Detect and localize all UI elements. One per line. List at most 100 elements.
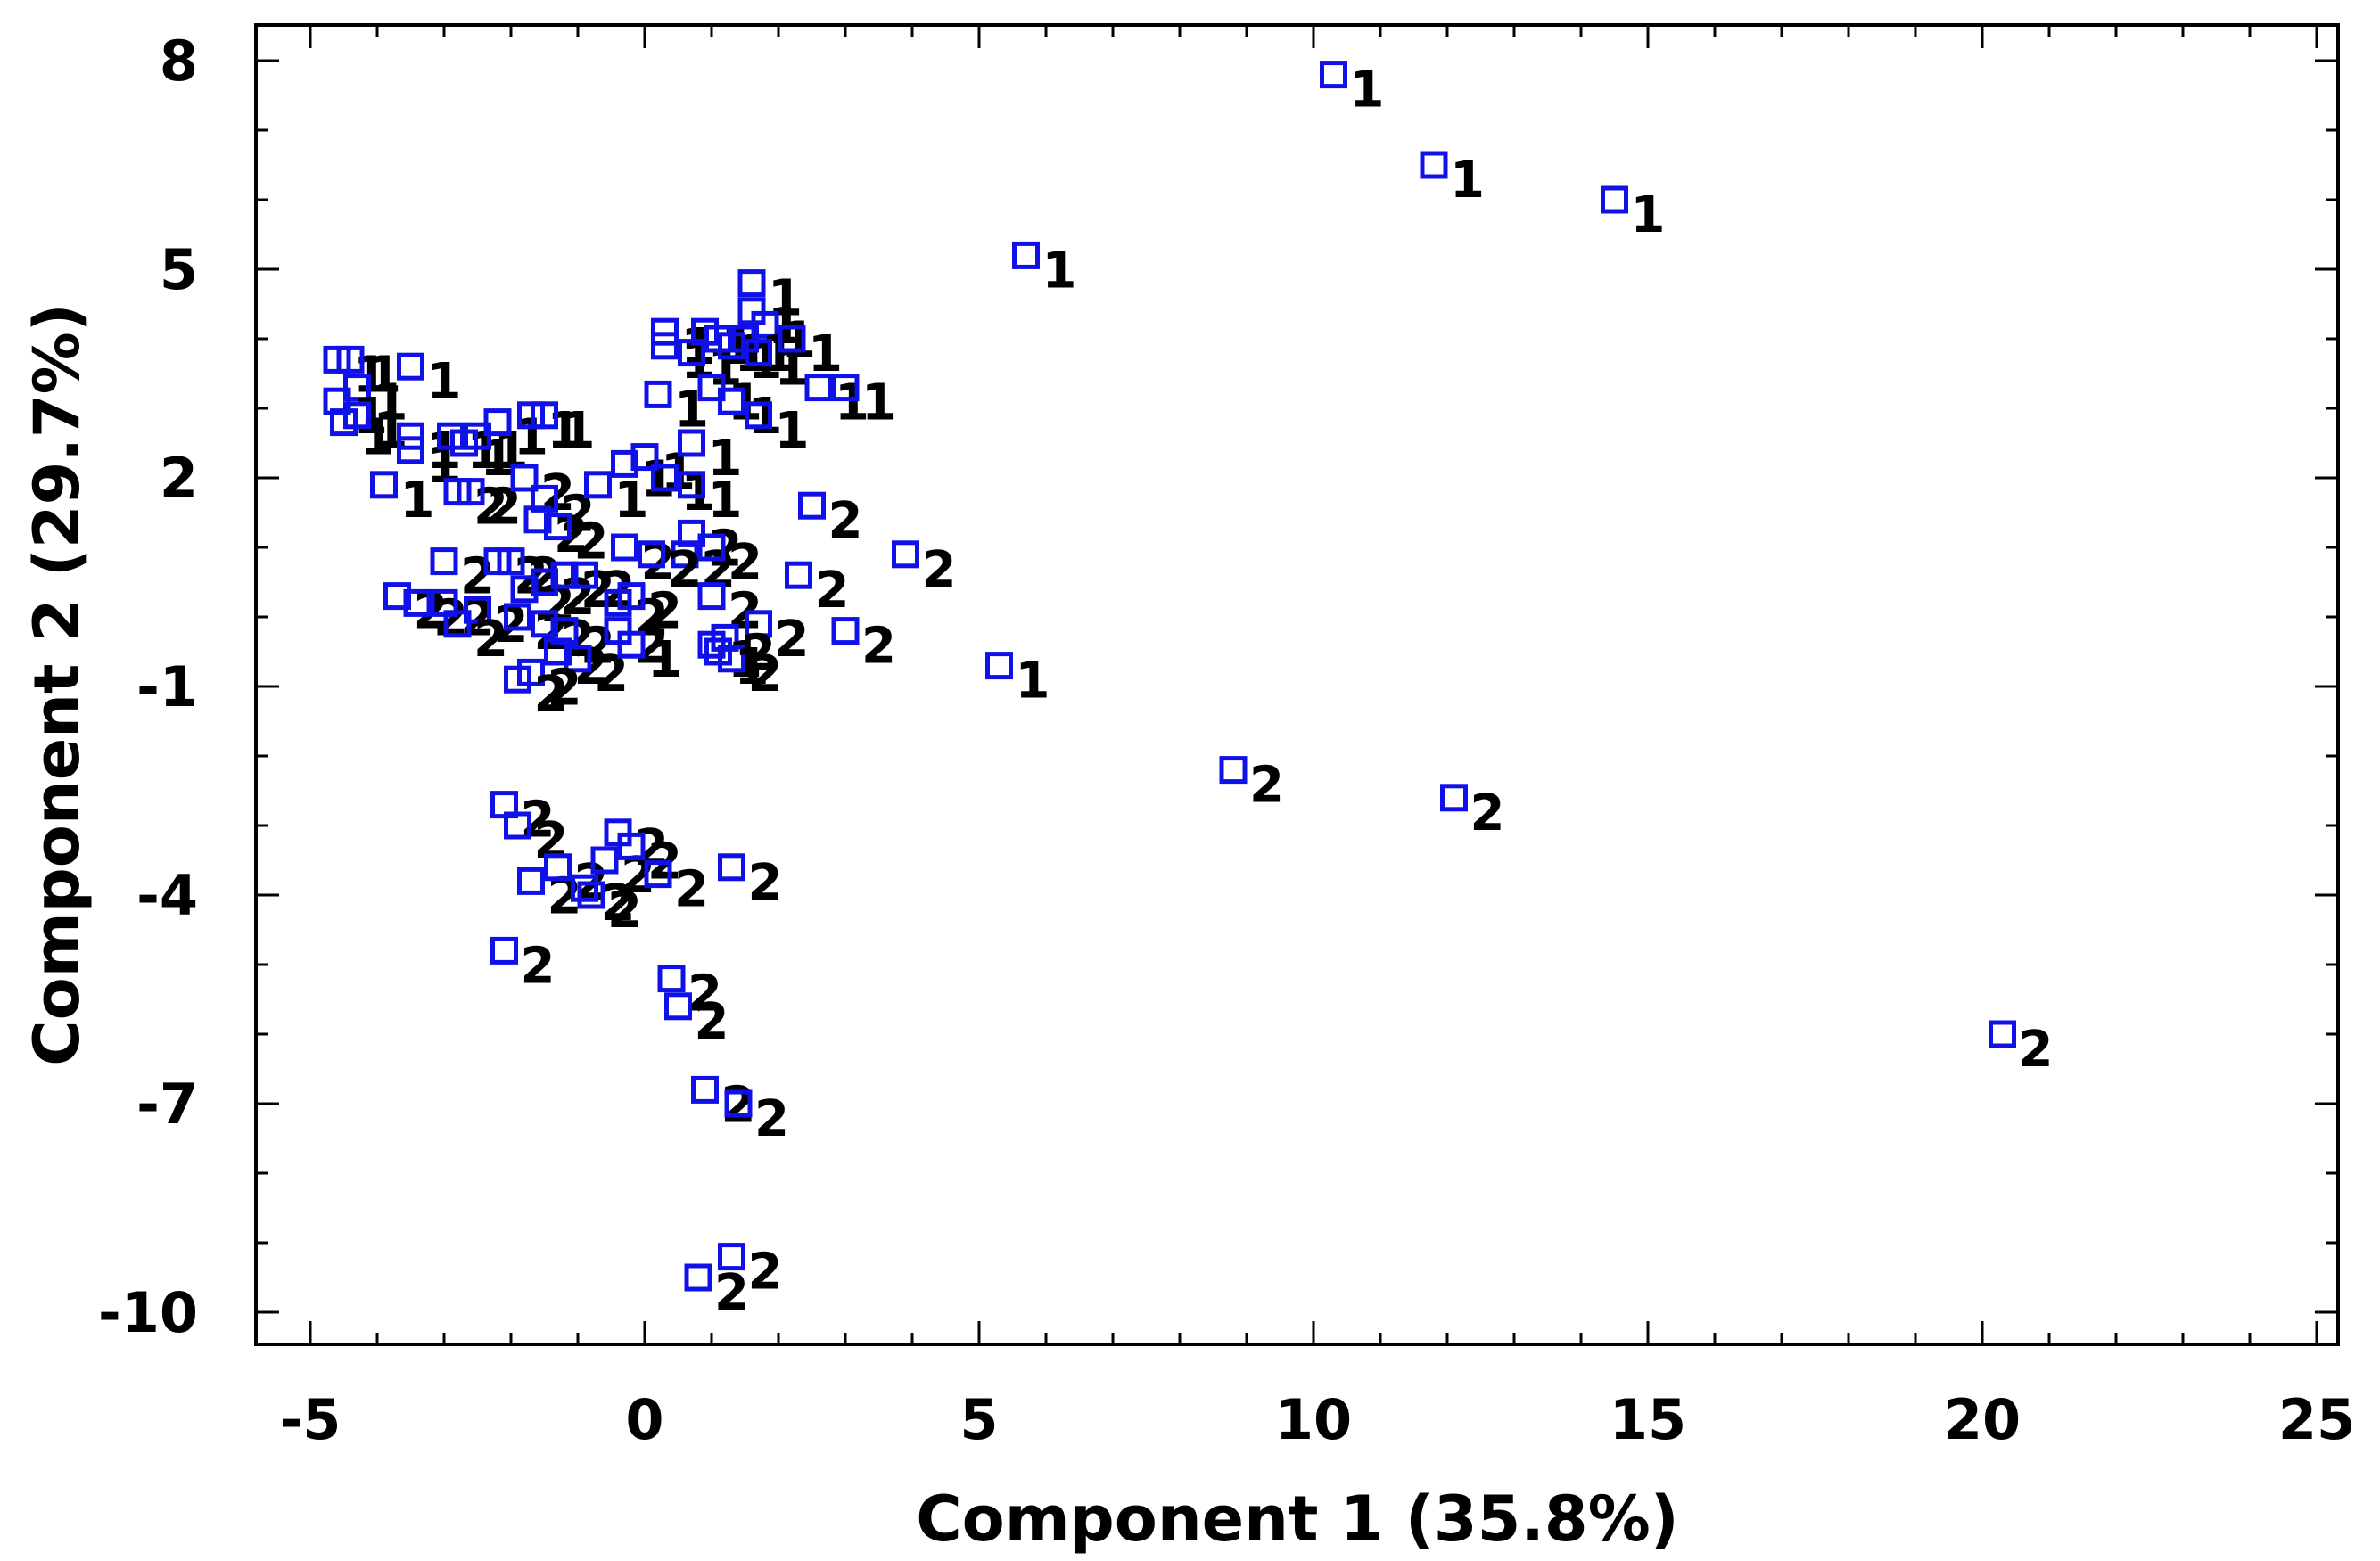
point-label: 2 bbox=[634, 618, 669, 676]
data-point: 2 bbox=[724, 1089, 789, 1148]
point-marker bbox=[778, 325, 806, 353]
point-marker bbox=[651, 332, 679, 360]
point-marker bbox=[571, 561, 598, 589]
data-point: 1 bbox=[985, 652, 1050, 711]
data-point: 1 bbox=[831, 374, 896, 432]
point-marker bbox=[457, 478, 485, 506]
axis-ticks bbox=[256, 25, 2338, 1344]
point-label: 2 bbox=[714, 1264, 749, 1322]
point-label: 1 bbox=[548, 402, 582, 460]
point-marker bbox=[343, 374, 371, 402]
point-marker bbox=[611, 533, 638, 562]
data-point: 2 bbox=[1989, 1020, 2053, 1079]
point-marker bbox=[1012, 241, 1040, 269]
point-marker bbox=[831, 617, 860, 645]
point-marker bbox=[1440, 784, 1468, 812]
point-marker bbox=[397, 436, 424, 464]
data-point: 2 bbox=[691, 1075, 755, 1134]
point-marker bbox=[531, 568, 558, 596]
data-point: 1 bbox=[678, 471, 743, 530]
point-label: 2 bbox=[828, 492, 863, 550]
y-tick-label: 8 bbox=[160, 29, 198, 94]
point-marker bbox=[564, 645, 592, 673]
data-point: 2 bbox=[604, 617, 669, 676]
point-label: 1 bbox=[1016, 653, 1050, 711]
data-point: 2 bbox=[785, 561, 850, 620]
point-label: 2 bbox=[634, 819, 669, 877]
data-point: 2 bbox=[1440, 784, 1504, 842]
point-label: 1 bbox=[366, 346, 401, 404]
point-label: 1 bbox=[374, 402, 408, 460]
data-point: 1 bbox=[704, 637, 769, 696]
data-point: 2 bbox=[644, 860, 709, 919]
point-label: 1 bbox=[1042, 242, 1077, 300]
y-tick-label: 5 bbox=[160, 237, 198, 302]
point-label: 1 bbox=[708, 472, 743, 530]
data-point: 1 bbox=[737, 269, 803, 328]
data-point: 2 bbox=[403, 588, 468, 647]
point-marker bbox=[370, 471, 398, 499]
data-point: 1 bbox=[617, 630, 682, 689]
point-marker bbox=[831, 374, 860, 402]
point-marker bbox=[671, 540, 699, 569]
point-marker bbox=[724, 1089, 753, 1118]
point-label: 1 bbox=[647, 631, 682, 689]
point-marker bbox=[664, 992, 692, 1021]
point-marker bbox=[697, 630, 726, 659]
data-point: 2 bbox=[718, 1243, 782, 1302]
point-marker bbox=[745, 610, 772, 638]
point-marker bbox=[684, 1263, 712, 1292]
point-label: 2 bbox=[548, 659, 582, 717]
point-marker bbox=[644, 380, 672, 408]
point-label: 1 bbox=[1631, 186, 1666, 244]
x-axis-title: Component 1 (35.8%) bbox=[916, 1483, 1678, 1556]
point-marker bbox=[697, 533, 726, 562]
point-label: 2 bbox=[754, 1090, 789, 1148]
data-point: 2 bbox=[504, 665, 568, 724]
point-label: 1 bbox=[861, 374, 896, 432]
data-point: 1 bbox=[1601, 185, 1666, 244]
point-marker bbox=[403, 588, 432, 617]
y-tick-label: -7 bbox=[136, 1072, 198, 1137]
data-point: 1 bbox=[718, 387, 782, 446]
point-marker bbox=[510, 464, 539, 492]
point-marker bbox=[651, 317, 679, 346]
data-point: 2 bbox=[604, 588, 669, 647]
point-label: 2 bbox=[474, 611, 508, 669]
point-label: 1 bbox=[427, 353, 462, 411]
point-marker bbox=[397, 422, 424, 450]
point-label: 2 bbox=[601, 875, 636, 932]
data-point: 1 bbox=[1320, 61, 1384, 119]
point-marker bbox=[651, 464, 679, 492]
point-label: 2 bbox=[815, 562, 850, 620]
data-point: 2 bbox=[490, 791, 555, 850]
point-marker bbox=[590, 846, 619, 875]
data-point: 2 bbox=[430, 547, 495, 606]
point-marker bbox=[1219, 756, 1248, 785]
point-marker bbox=[785, 561, 812, 589]
point-label: 2 bbox=[748, 854, 783, 912]
data-point: 2 bbox=[617, 582, 682, 641]
point-label: 1 bbox=[674, 381, 709, 439]
point-marker bbox=[697, 374, 726, 402]
x-tick-label: 20 bbox=[1944, 1387, 2021, 1452]
point-marker bbox=[490, 936, 518, 965]
point-marker bbox=[550, 561, 579, 589]
point-marker bbox=[1420, 151, 1448, 179]
point-label: 1 bbox=[1450, 152, 1485, 210]
x-tick-label: 10 bbox=[1275, 1387, 1352, 1452]
point-marker bbox=[1989, 1020, 2016, 1048]
y-axis-title: Component 2 (29.7%) bbox=[21, 303, 94, 1065]
y-tick-label: -4 bbox=[136, 863, 198, 928]
point-label: 2 bbox=[487, 479, 522, 537]
data-point: 1 bbox=[644, 380, 709, 439]
data-point: 1 bbox=[1420, 151, 1485, 210]
point-marker bbox=[323, 387, 351, 415]
data-point: 1 bbox=[370, 471, 434, 530]
point-label: 2 bbox=[534, 812, 569, 870]
point-marker bbox=[611, 449, 638, 478]
point-label: 2 bbox=[607, 882, 642, 940]
point-marker bbox=[571, 874, 598, 902]
point-label: 2 bbox=[634, 589, 669, 647]
point-label: 2 bbox=[728, 534, 762, 592]
